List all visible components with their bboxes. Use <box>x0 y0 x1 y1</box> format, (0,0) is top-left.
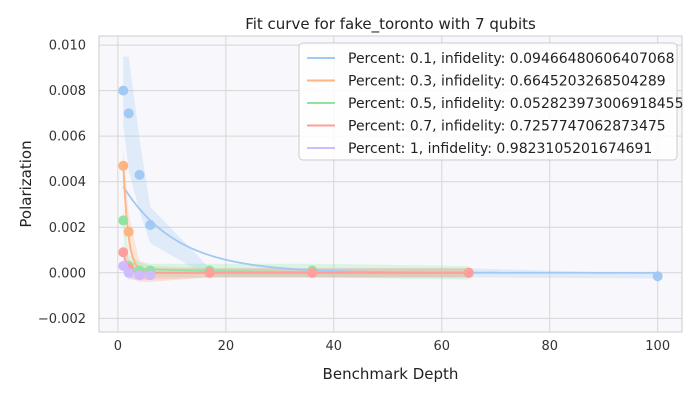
y-tick-label: 0.008 <box>49 84 86 99</box>
series-4-point <box>118 247 129 258</box>
series-1-error-band <box>123 56 658 279</box>
y-axis-label: Polarization <box>17 140 35 227</box>
series-1-point <box>652 271 663 282</box>
legend-label: Percent: 0.3, infidelity: 0.664520326850… <box>348 74 666 90</box>
series-4-point <box>463 267 474 278</box>
data-points <box>118 85 663 282</box>
x-axis-label: Benchmark Depth <box>323 365 459 383</box>
series-5-point <box>134 270 145 281</box>
y-tick-label: 0.002 <box>49 221 86 236</box>
series-4-fit-line <box>122 251 469 274</box>
series-2-error-band <box>123 147 469 280</box>
y-axis-ticks: −0.002 0.000 0.002 0.004 0.006 0.008 0.010 <box>38 39 86 327</box>
legend: Percent: 0.1, infidelity: 0.094664806064… <box>298 42 683 161</box>
y-tick-label: −0.002 <box>38 312 86 327</box>
fit-curves <box>122 165 658 274</box>
series-1-point <box>123 108 134 119</box>
legend-label: Percent: 0.7, infidelity: 0.725774706287… <box>348 119 666 135</box>
series-5-point <box>123 267 134 278</box>
series-1-point <box>145 219 156 230</box>
legend-box <box>298 42 678 161</box>
chart-title: Fit curve for fake_toronto with 7 qubits <box>245 15 536 34</box>
x-tick-label: 60 <box>434 339 451 354</box>
x-tick-label: 40 <box>326 339 343 354</box>
x-axis-ticks: 0 20 40 60 80 100 <box>114 339 670 354</box>
series-2-point <box>123 226 134 237</box>
legend-label: Percent: 0.1, infidelity: 0.094664806064… <box>348 51 675 67</box>
series-4-point <box>204 267 215 278</box>
x-tick-label: 0 <box>114 339 122 354</box>
series-1-point <box>118 85 129 96</box>
series-1-point <box>134 169 145 180</box>
series-4-point <box>307 267 318 278</box>
legend-label: Percent: 0.5, infidelity: 0.052823973006… <box>348 96 683 112</box>
y-tick-label: 0.006 <box>49 130 86 145</box>
series-5-point <box>118 260 129 271</box>
legend-label: Percent: 1, infidelity: 0.98231052016746… <box>348 141 652 157</box>
plot-frame <box>98 35 683 333</box>
y-tick-label: 0.010 <box>49 39 86 54</box>
series-2-point <box>118 160 129 171</box>
y-tick-label: 0.000 <box>49 266 86 281</box>
series-3-point <box>118 215 129 226</box>
x-tick-label: 80 <box>541 339 558 354</box>
y-tick-label: 0.004 <box>49 175 86 190</box>
x-tick-label: 20 <box>218 339 235 354</box>
x-tick-label: 100 <box>645 339 670 354</box>
series-5-point <box>145 270 156 281</box>
